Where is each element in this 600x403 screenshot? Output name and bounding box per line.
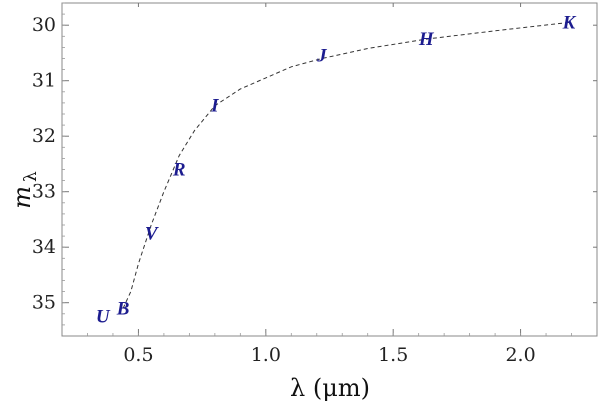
band-label-k: K xyxy=(562,12,577,33)
series-line xyxy=(122,21,570,309)
x-axis-ticks: 0.5 1.0 1.5 2.0 xyxy=(87,3,572,366)
x-tick-label: 1.0 xyxy=(251,344,281,366)
y-tick-label: 30 xyxy=(32,14,56,36)
band-label-h: H xyxy=(418,29,435,50)
x-tick-label: 0.5 xyxy=(123,344,153,366)
band-label-j: J xyxy=(316,46,327,67)
x-tick-label: 1.5 xyxy=(378,344,408,366)
x-tick-label: 2.0 xyxy=(505,344,535,366)
y-tick-label: 34 xyxy=(32,236,56,258)
plot-frame xyxy=(61,2,598,337)
band-label-r: R xyxy=(172,160,186,181)
band-label-u: U xyxy=(96,307,111,328)
y-tick-label: 32 xyxy=(32,125,56,147)
y-tick-label: 35 xyxy=(32,292,56,314)
band-label-b: B xyxy=(116,298,130,319)
band-label-i: I xyxy=(210,96,219,117)
band-label-v: V xyxy=(145,223,159,244)
y-axis-label-subscript: λ xyxy=(21,171,41,182)
band-labels: U B V R I J H K xyxy=(96,12,577,327)
y-tick-label: 31 xyxy=(32,70,56,92)
y-axis-ticks: 30 31 32 33 34 35 xyxy=(32,2,597,326)
y-tick-label: 33 xyxy=(32,181,56,203)
x-axis-label: λ (μm) xyxy=(290,374,370,402)
y-axis-label: mλ xyxy=(8,171,41,209)
